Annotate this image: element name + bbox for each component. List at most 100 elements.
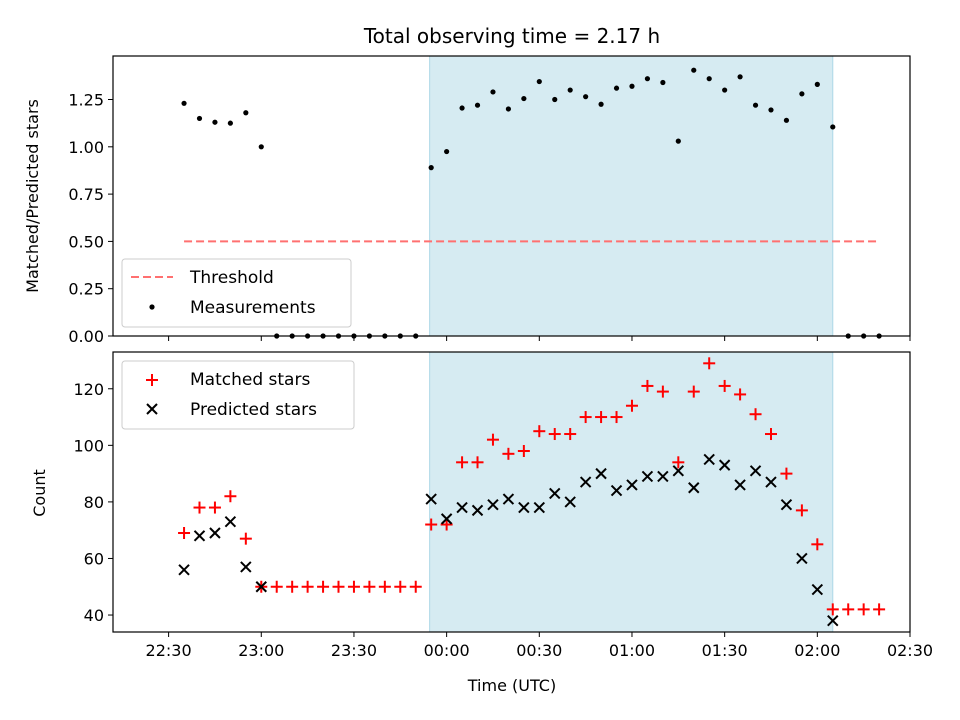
matched-stars-point: [641, 379, 654, 392]
predicted-marker-b: [224, 515, 237, 528]
predicted-marker-b: [240, 561, 252, 573]
count-panel: 22:30 23:00 23:30 00:00 00:30 01:00 01:30 02:00…: [30, 351, 933, 660]
measurement-point: [722, 87, 728, 93]
predicted-marker-b: [193, 530, 206, 542]
predicted-marker-b: [533, 501, 546, 514]
measurement-point: [598, 101, 604, 107]
matched-stars-point: [687, 385, 700, 398]
predicted-marker-b: [734, 479, 746, 491]
x-axis-label: Time (UTC): [467, 676, 556, 695]
count-legend-box: [121, 360, 355, 430]
x-tick-label: 00:30: [516, 641, 562, 660]
predicted-stars-point: [518, 501, 530, 514]
matched-stars-point: [579, 411, 592, 424]
predicted-marker-b: [718, 459, 731, 471]
measurement-point: [706, 76, 712, 82]
matched-stars-point: [795, 504, 808, 517]
predicted-marker-b: [502, 493, 515, 505]
y-tick-label: 120: [73, 380, 104, 399]
measurement-point: [583, 94, 589, 100]
y-tick-label: 0.25: [68, 280, 104, 299]
measurement-point: [212, 119, 218, 125]
measurement-point: [521, 95, 527, 102]
matched-stars-point: [208, 501, 221, 514]
predicted-stars-point: [178, 564, 190, 576]
matched-stars-point: [317, 580, 330, 593]
measurement-point: [675, 138, 681, 144]
count-y-axis-label: Count: [30, 469, 49, 517]
legend-threshold-label: Threshold: [189, 268, 274, 288]
predicted-marker-b: [657, 470, 669, 483]
y-tick-label: 1.25: [68, 91, 104, 110]
predicted-stars-point: [734, 479, 746, 491]
measurement-point: [691, 67, 697, 73]
predicted-stars-point: [827, 614, 839, 627]
legend-measurements-swatch: [149, 304, 155, 310]
matched-stars-point: [610, 411, 623, 424]
matched-stars-point: [533, 425, 546, 438]
measurement-point: [567, 87, 573, 93]
measurement-point: [783, 117, 790, 123]
ratio-panel: 0.00 0.25 0.50 0.75 1.00 1.25 Matched/Predict…: [23, 55, 911, 346]
y-tick-label: 0.75: [68, 185, 104, 204]
predicted-marker-b: [626, 479, 638, 491]
predicted-stars-point: [610, 484, 623, 497]
predicted-marker-b: [178, 564, 190, 576]
y-tick-label: 0.00: [68, 327, 104, 346]
x-tick-label: 02:30: [887, 641, 933, 660]
predicted-marker-b: [641, 470, 654, 483]
matched-stars-point: [548, 428, 561, 441]
predicted-stars-point: [749, 465, 762, 477]
legend-matched-label: Matched stars: [190, 370, 310, 390]
predicted-marker-b: [827, 614, 839, 627]
ratio-y-axis-label: Matched/Predicted stars: [23, 99, 42, 293]
x-tick-label: 01:30: [702, 641, 748, 660]
measurement-point: [644, 76, 651, 82]
predicted-stars-point: [579, 476, 592, 488]
matched-stars-point: [178, 527, 191, 540]
measurement-point: [459, 105, 465, 111]
matched-stars-point: [826, 603, 839, 616]
predicted-stars-point: [703, 453, 715, 466]
matched-stars-point: [193, 501, 206, 514]
predicted-stars-point: [440, 513, 453, 525]
predicted-stars-point: [255, 581, 267, 593]
predicted-marker-b: [765, 476, 777, 488]
matched-stars-point: [780, 467, 793, 480]
predicted-stars-point: [471, 504, 484, 517]
matched-stars-point: [224, 490, 237, 503]
matched-stars-point: [517, 444, 530, 457]
matched-stars-point: [456, 456, 469, 469]
matched-stars-point: [332, 580, 345, 593]
predicted-marker-b: [780, 499, 793, 511]
chart-title: Total observing time = 2.17 h: [363, 24, 660, 48]
matched-stars-point: [595, 411, 608, 424]
predicted-stars-point: [688, 482, 700, 494]
predicted-stars-point: [626, 479, 638, 491]
predicted-stars-point: [209, 527, 221, 539]
y-tick-label: 1.00: [68, 138, 104, 157]
matched-stars-point: [425, 518, 438, 531]
predicted-stars-point: [549, 487, 561, 500]
predicted-stars-points: [178, 453, 839, 627]
predicted-marker-b: [610, 484, 623, 497]
count-legend: Matched stars Predicted stars: [121, 360, 355, 430]
predicted-stars-point: [672, 465, 685, 477]
x-tick-label: 00:00: [424, 641, 470, 660]
predicted-marker-b: [579, 476, 592, 488]
x-tick-label: 02:00: [794, 641, 840, 660]
predicted-stars-point: [595, 467, 607, 480]
axes-frame: [112, 55, 911, 337]
highlight-span: [429, 351, 834, 633]
predicted-marker-b: [440, 513, 453, 525]
measurement-point: [660, 79, 666, 86]
measurement-point: [830, 124, 836, 130]
measurement-point: [814, 81, 820, 87]
predicted-stars-point: [193, 530, 206, 542]
observing-span-top: [429, 55, 834, 337]
matched-stars-point: [347, 580, 360, 593]
measurement-point: [768, 107, 774, 113]
matched-stars-point: [301, 580, 314, 593]
predicted-marker-b: [255, 581, 267, 593]
